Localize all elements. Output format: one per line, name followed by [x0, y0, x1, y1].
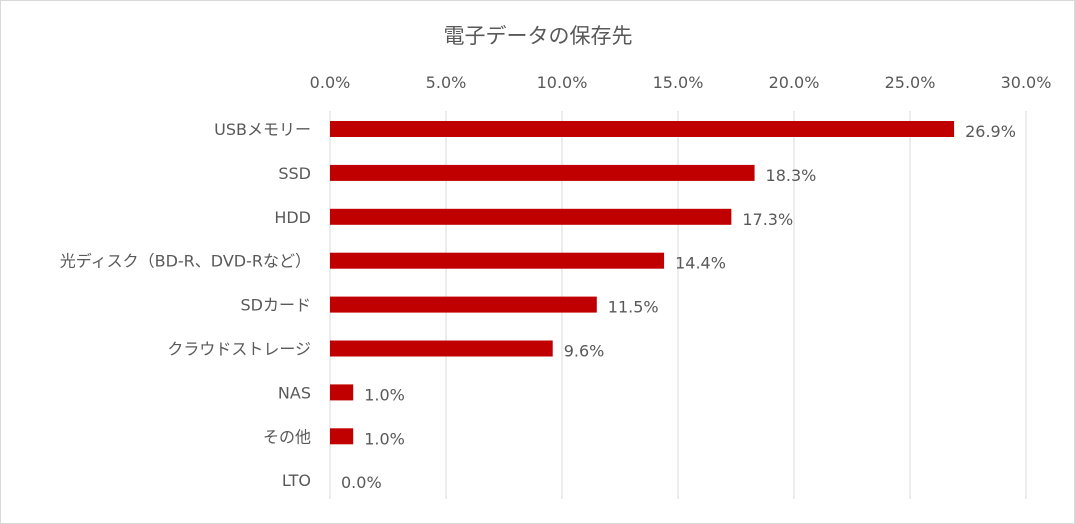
- bar: [330, 384, 354, 401]
- data-label: 11.5%: [608, 298, 659, 317]
- x-tick-label: 0.0%: [310, 73, 351, 92]
- category-labels: USBメモリー SSD HDD 光ディスク（BD-R、DVD-Rなど） SDカードクラウ…: [60, 120, 311, 490]
- bar: [330, 340, 553, 357]
- category-label: 光ディスク（BD-R、DVD-Rなど）: [60, 252, 311, 271]
- x-tick-labels: 0.0% 5.0% 10.0% 15.0% 20.0% 25.0% 30.0%: [310, 73, 1052, 92]
- category-label: クラウドストレージ: [167, 340, 311, 359]
- data-label: 0.0%: [341, 473, 382, 492]
- bar: [330, 208, 732, 225]
- category-label: SDカード: [241, 296, 311, 315]
- category-label: その他: [263, 427, 311, 446]
- category-label: NAS: [278, 383, 311, 402]
- category-label: USBメモリー: [214, 120, 311, 139]
- bar: [330, 252, 665, 269]
- bar: [330, 121, 955, 137]
- x-tick-label: 5.0%: [426, 73, 467, 92]
- data-label: 1.0%: [364, 385, 405, 404]
- data-label: 26.9%: [965, 122, 1016, 141]
- x-tick-label: 15.0%: [653, 73, 704, 92]
- x-tick-label: 10.0%: [537, 73, 588, 92]
- data-label: 1.0%: [364, 429, 405, 448]
- x-tick-label: 25.0%: [885, 73, 936, 92]
- category-label: HDD: [274, 208, 311, 227]
- x-tick-label: 20.0%: [769, 73, 820, 92]
- data-label: 18.3%: [766, 166, 817, 185]
- chart-title: 電子データの保存先: [444, 24, 633, 48]
- bar: [330, 428, 354, 445]
- category-label: LTO: [282, 471, 311, 490]
- x-tick-label: 30.0%: [1001, 73, 1052, 92]
- data-label: 17.3%: [742, 210, 793, 229]
- bar: [330, 164, 755, 181]
- data-label: 9.6%: [564, 342, 605, 361]
- data-labels: 26.9% 18.3% 17.3% 14.4% 11.5% 9.6% 1.0% 1.0% 0.0…: [341, 122, 1016, 492]
- category-label: SSD: [278, 164, 311, 183]
- data-label: 14.4%: [675, 254, 726, 273]
- bars: [330, 121, 955, 445]
- bar: [330, 296, 597, 313]
